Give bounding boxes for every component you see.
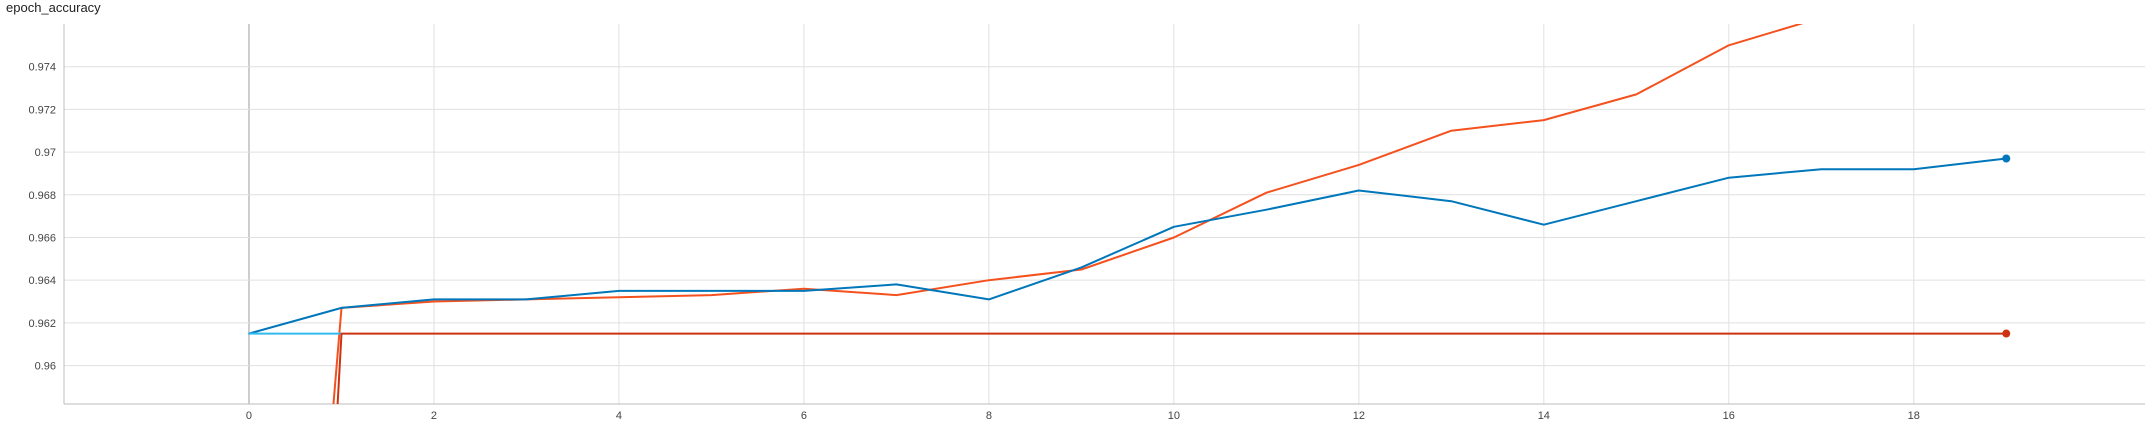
y-tick-label: 0.968 — [28, 190, 56, 202]
x-tick-label: 2 — [431, 410, 437, 422]
series-end-point-4 — [2002, 329, 2011, 338]
y-tick-label: 0.97 — [35, 147, 56, 159]
series-line-1 — [332, 24, 1804, 404]
x-tick-label: 10 — [1168, 410, 1180, 422]
x-tick-label: 0 — [246, 410, 252, 422]
y-tick-label: 0.974 — [28, 62, 56, 74]
x-tick-label: 16 — [1723, 410, 1735, 422]
chart-title: epoch_accuracy — [6, 0, 101, 15]
series-line-4 — [336, 332, 2008, 404]
y-tick-label: 0.962 — [28, 318, 56, 330]
x-tick-label: 12 — [1353, 410, 1365, 422]
series-end-point-2 — [2002, 154, 2011, 163]
y-tick-label: 0.972 — [28, 104, 56, 116]
x-tick-label: 4 — [616, 410, 622, 422]
series-group — [248, 24, 2008, 404]
series-line-2 — [248, 157, 2008, 335]
x-tick-label: 8 — [986, 410, 992, 422]
x-tick-label: 18 — [1908, 410, 1920, 422]
y-tick-label: 0.964 — [28, 275, 56, 287]
y-tick-label: 0.966 — [28, 232, 56, 244]
y-tick-label: 0.96 — [35, 361, 56, 373]
x-tick-label: 14 — [1538, 410, 1550, 422]
x-tick-label: 6 — [801, 410, 807, 422]
